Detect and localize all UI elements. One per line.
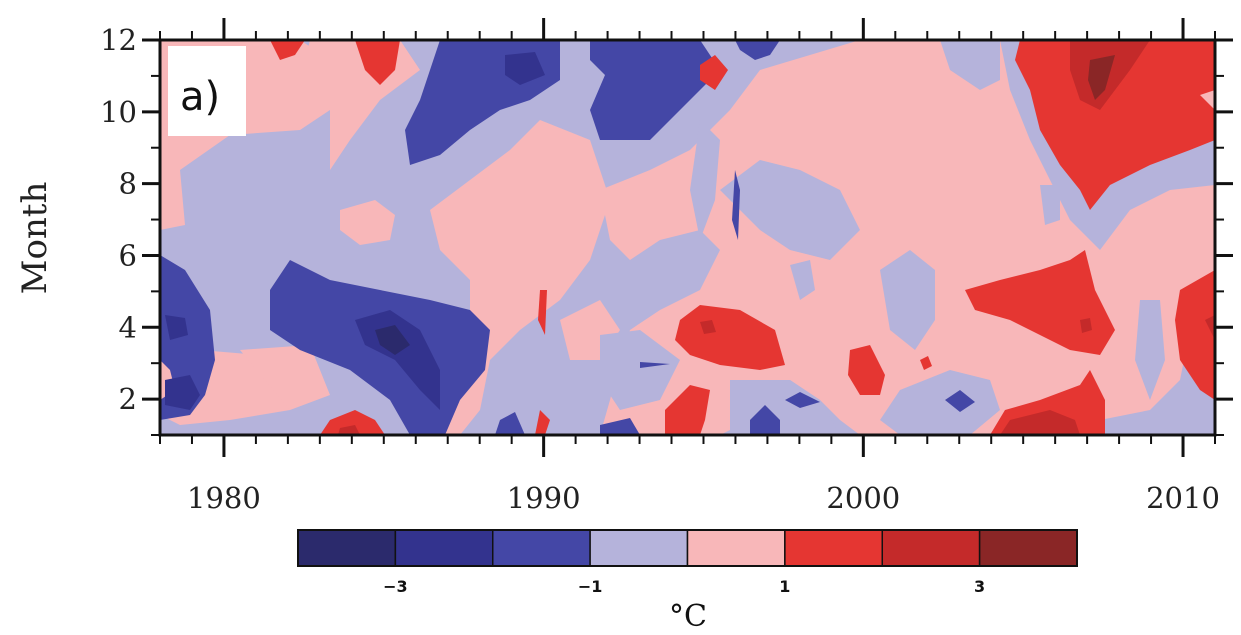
axis-ticks [142,18,1233,457]
contour-region-darkblue [165,375,200,410]
contour-region-blue [750,405,780,435]
contour-region-darkred [338,425,360,435]
contour-region-blue [640,362,670,368]
contour-region-blue [732,170,740,240]
contour-region-blue [600,418,640,435]
contour-region-darkblue [355,310,440,410]
contour-region-red [1175,270,1215,400]
y-tick-labels: 2 4 6 8 10 12 [100,23,137,416]
y-tick-label: 12 [100,23,137,57]
x-tick-label: 2010 [1146,481,1220,515]
contour-region-lightblue [880,250,935,350]
contour-region-lightblue [690,120,720,240]
contour-region-lightblue [790,260,815,300]
contour-region-lightblue [1135,300,1165,400]
contour-region-red [355,40,400,85]
contour-region-red [965,250,1115,355]
y-tick-label: 6 [119,238,137,272]
colorbar-tick-label: 1 [779,577,790,596]
contour-region-red [1015,40,1215,210]
colorbar-tick-label: −3 [383,577,408,596]
y-tick-label: 10 [100,95,137,129]
colorbar-swatch [881,529,981,567]
unit-label: °C [669,599,707,634]
colorbar-tick-labels: −3 −1 1 3 [383,577,985,596]
contour-region-lightblue [720,160,860,260]
colorbar-swatch [589,529,689,567]
contour-region-red [320,410,385,435]
contour-field [160,40,1215,435]
x-tick-label: 1990 [507,481,581,515]
y-tick-label: 4 [119,310,137,344]
contour-region-darkred [1080,318,1092,333]
contour-region-darkblue [165,315,188,340]
contour-region-darkred [1205,315,1215,340]
contour-region-pink [340,200,395,245]
contour-region-blue [945,390,975,412]
colorbar-swatch [492,529,591,567]
contour-region-lightblue [880,370,1000,435]
plot-frame [158,38,1217,437]
colorbar-swatch [394,529,494,567]
contour-region-blue [735,40,780,60]
contour-region-red [665,385,710,435]
contour-region-blue [590,40,720,140]
contour-region-red [848,345,885,395]
x-tick-label: 1980 [187,481,261,515]
colorbar-swatch [686,529,786,567]
contour-region-red [700,55,728,90]
panel-label-box [168,46,246,136]
colorbar-tick-label: 3 [974,577,985,596]
contour-region-lightblue [940,40,1000,90]
contour-region-darkblue [505,52,545,85]
colorbar-swatch [784,529,883,567]
y-tick-label: 8 [119,167,137,201]
colorbar-frame [297,529,1078,567]
contour-region-red [675,305,785,370]
x-tick-label: 2000 [826,481,900,515]
colorbar-tick-label: −1 [578,577,603,596]
contour-region-red [538,290,547,335]
contour-region-darkred [1070,40,1150,110]
contour-region-darkblue [375,325,410,355]
contour-region-darkred [700,320,716,334]
panel-label: a) [180,74,220,120]
contour-region-darkestred [1088,55,1115,100]
x-tick-labels: 1980 1990 2000 2010 [187,481,1220,515]
contour-region-lightblue [1040,185,1060,225]
y-axis-label: Month [15,182,55,295]
colorbar-swatch [978,529,1078,567]
contour-region-red [270,40,305,60]
colorbar-swatch [297,529,397,567]
contour-region-pink [240,345,330,410]
contour-region-darkred [1000,410,1080,435]
contour-region-blue [785,392,820,408]
y-tick-label: 2 [119,382,137,416]
contour-region-red [920,356,932,370]
contour-region-lightblue [600,330,680,410]
colorbar [297,529,1078,567]
contour-region-red [535,410,550,435]
contour-region-blue [495,412,525,435]
